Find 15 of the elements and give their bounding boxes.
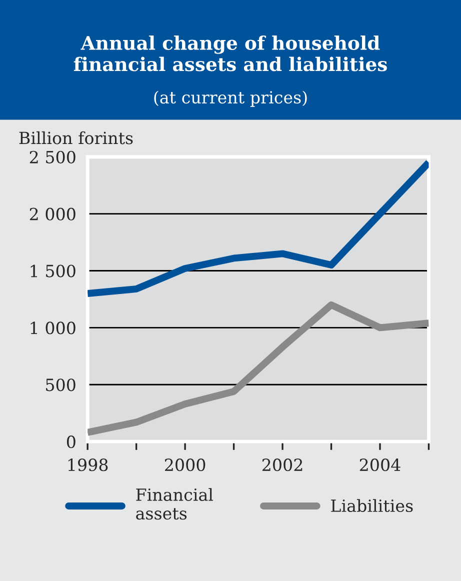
y-tick-label: 1 000 xyxy=(30,322,76,334)
chart-subtitle: (at current prices) xyxy=(154,90,307,107)
y-axis-title: Billion forints xyxy=(19,131,133,144)
y-tick-label: 0 xyxy=(66,436,76,448)
legend-label: Liabilities xyxy=(331,499,413,512)
x-tick-label: 2000 xyxy=(164,458,206,472)
y-tick-label: 500 xyxy=(46,378,76,392)
legend-label: Financial assets xyxy=(136,488,213,520)
chart-title: Annual change of household financial assets and liabilities xyxy=(74,35,387,72)
y-tick-label: 1 500 xyxy=(30,264,76,278)
x-tick-label: 2002 xyxy=(262,458,302,472)
y-tick-label: 2 500 xyxy=(30,150,76,164)
y-tick-label: 2 000 xyxy=(30,208,76,220)
x-tick-label: 2004 xyxy=(360,458,400,472)
x-tick-label: 1998 xyxy=(68,458,108,472)
